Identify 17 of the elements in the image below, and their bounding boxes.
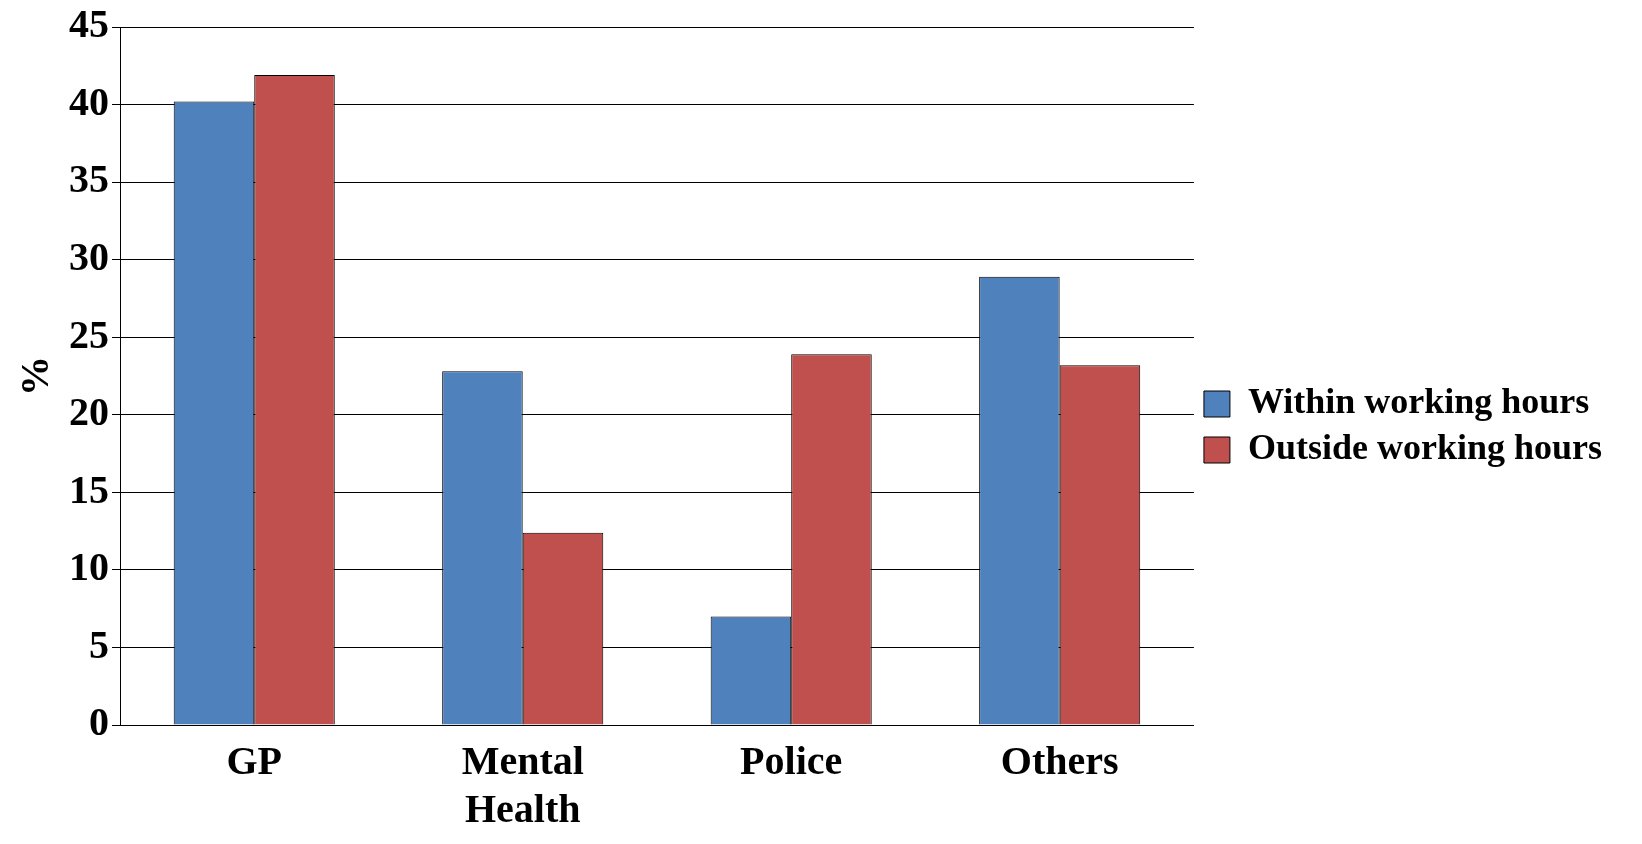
y-tick-label: 35 bbox=[69, 156, 109, 202]
y-tick-label: 5 bbox=[89, 621, 109, 667]
y-tick-label: 45 bbox=[69, 1, 109, 47]
y-tick-label: 30 bbox=[69, 233, 109, 279]
x-tick-label: GP bbox=[226, 738, 283, 784]
legend-label: Within working hours bbox=[1247, 381, 1590, 422]
y-tick-label: 15 bbox=[69, 466, 109, 512]
y-tick-label: 10 bbox=[69, 544, 109, 590]
x-tick-label: Mental Health bbox=[461, 738, 584, 832]
legend-label: Outside working hours bbox=[1247, 427, 1602, 468]
y-axis-title: % bbox=[12, 356, 58, 396]
y-tick-label: 25 bbox=[69, 311, 109, 357]
x-tick-label: Others bbox=[1000, 738, 1119, 784]
y-tick-label: 0 bbox=[89, 699, 109, 745]
y-tick-label: 40 bbox=[69, 78, 109, 124]
y-tick-label: 20 bbox=[69, 389, 109, 435]
x-tick-label: Police bbox=[740, 738, 843, 784]
